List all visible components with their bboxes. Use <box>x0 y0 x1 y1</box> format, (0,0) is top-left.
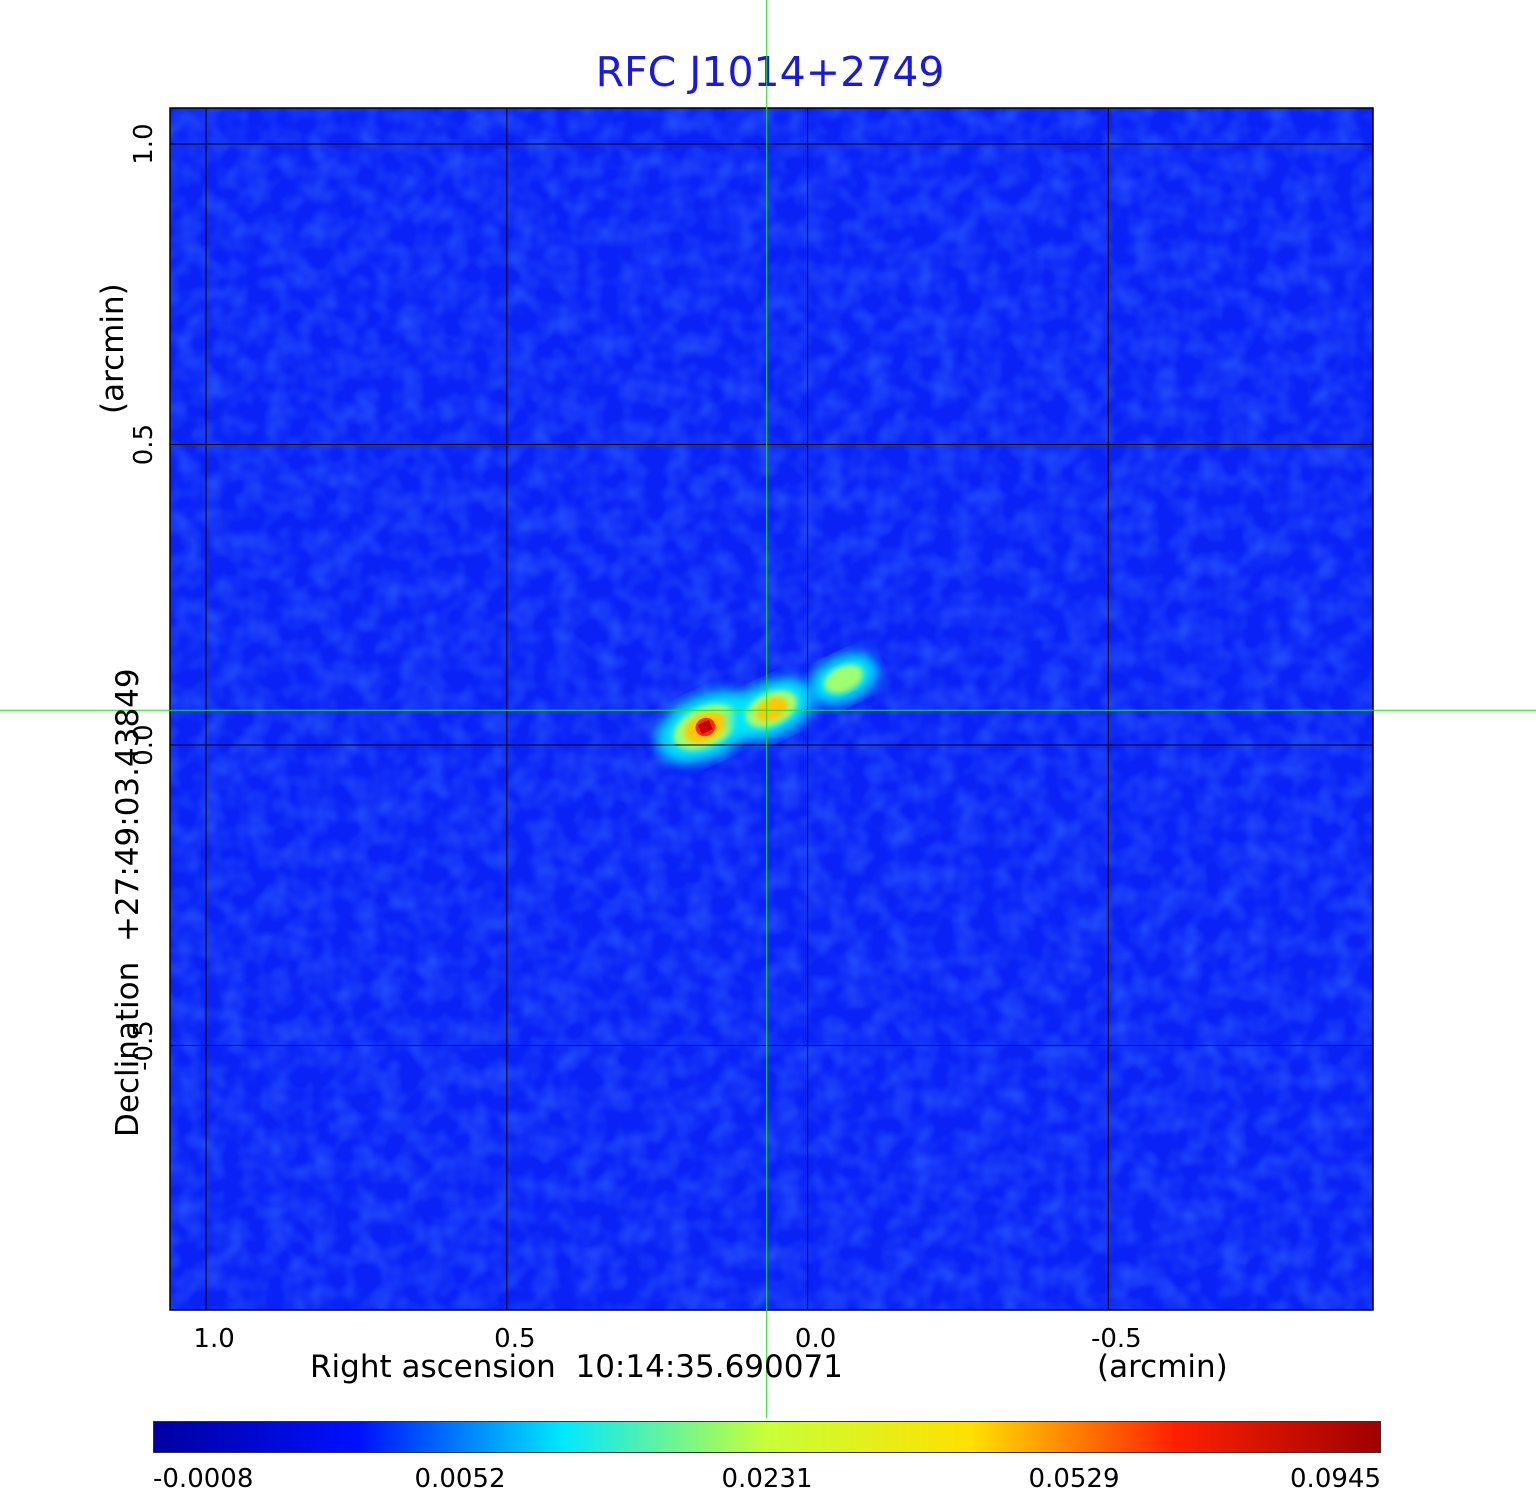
component-outer-jet <box>809 653 878 705</box>
image-layer <box>170 108 1373 1310</box>
component-shoulder <box>824 664 864 694</box>
x-axis-unit: (arcmin) <box>1097 1349 1228 1385</box>
y-tick-label: 0.0 <box>129 724 159 765</box>
x-tick-label: 0.5 <box>494 1324 535 1354</box>
x-tick-label: 0.0 <box>795 1324 836 1354</box>
component-core <box>755 696 788 722</box>
grid-lines <box>170 108 1373 1310</box>
colorbar-tick-label: 0.0945 <box>1290 1464 1381 1494</box>
y-tick-label: 0.5 <box>129 424 159 465</box>
colorbar-tick-label: 0.0231 <box>721 1464 813 1494</box>
x-tick-label: -0.5 <box>1091 1324 1142 1354</box>
plot-frame <box>169 107 1374 1311</box>
y-tick-label: -0.5 <box>129 1020 159 1071</box>
colorbar-tick-label: 0.0052 <box>414 1464 506 1494</box>
y-axis-unit: (arcmin) <box>95 283 131 414</box>
colorbar-tick-label: 0.0529 <box>1028 1464 1120 1494</box>
colorbar <box>153 1421 1381 1453</box>
colorbar-tick-label: -0.0008 <box>153 1464 254 1494</box>
x-tick-label: 1.0 <box>193 1324 234 1354</box>
tick-labels: 1.0 0.5 0.0 -0.5 1.0 0.5 0.0 -0.5 <box>129 123 1142 1354</box>
component-peak-pixel <box>697 719 713 735</box>
chart-title: RFC J1014+2749 <box>595 48 945 96</box>
y-axis-label: Declination +27:49:03.43849 <box>110 668 146 1137</box>
crosshair <box>0 0 1536 1418</box>
x-axis-label: Right ascension 10:14:35.690071 <box>310 1349 843 1385</box>
y-tick-label: 1.0 <box>129 123 159 164</box>
component-knot <box>729 677 814 741</box>
